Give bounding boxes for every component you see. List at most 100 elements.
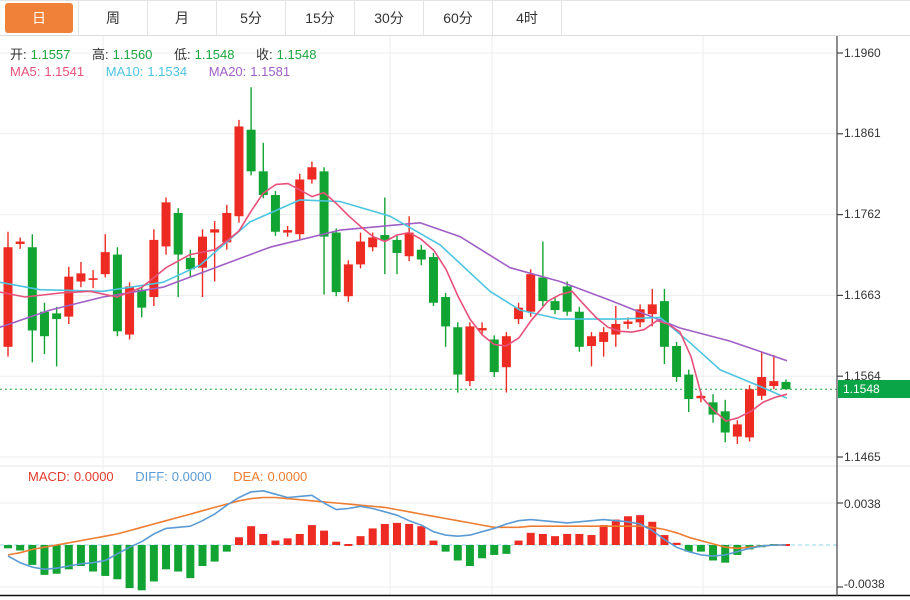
candle [392, 235, 402, 275]
tab-4hour[interactable]: 4时 [493, 1, 562, 35]
tab-month[interactable]: 月 [148, 1, 217, 35]
macd-bar [453, 545, 462, 561]
macd-bar [502, 545, 511, 554]
candle [635, 304, 645, 328]
candle [647, 288, 657, 327]
last-price-badge: 1.1548 [838, 380, 910, 398]
axis-tick-marks [837, 52, 843, 588]
price-tick-3: 1.1762 [844, 207, 881, 221]
candle [15, 237, 25, 249]
macd-bar [28, 545, 37, 565]
open-label: 开: [10, 47, 27, 62]
candle [550, 297, 560, 315]
diff-line [7, 489, 786, 571]
candle [538, 241, 548, 307]
macd-bar [332, 541, 341, 545]
candle [769, 354, 779, 390]
candle [465, 322, 475, 386]
macd-bar [417, 526, 426, 545]
tabbar-filler [562, 1, 910, 35]
candle [52, 306, 62, 367]
candle [562, 281, 572, 316]
macd-bar [623, 516, 632, 545]
macd-bar [465, 545, 474, 566]
low-label: 低: [174, 47, 191, 62]
candle [258, 142, 268, 199]
candle [745, 385, 755, 442]
macd-bar [16, 545, 25, 551]
candle [684, 369, 694, 413]
candles-layer [3, 87, 791, 444]
candle [380, 197, 390, 275]
macd-bar [52, 545, 61, 574]
macd-bar [599, 525, 608, 545]
candle [283, 226, 293, 237]
candle [477, 322, 487, 336]
macd-bar [4, 545, 12, 549]
candle [64, 266, 74, 324]
candle [88, 270, 98, 289]
macd-bar [283, 538, 292, 545]
price-tick-4: 1.1663 [844, 288, 881, 302]
macd-bar [441, 545, 450, 552]
candle [343, 260, 353, 302]
macd-bar [405, 524, 414, 545]
tab-15min[interactable]: 15分 [286, 1, 355, 35]
period-tabbar: 日周月 5分 15分 30分 60分 4时 [0, 0, 910, 36]
macd-tick-neg: -0.0038 [844, 577, 885, 591]
macd-bar [636, 515, 645, 545]
macd-bar [684, 545, 693, 552]
candle [234, 119, 244, 223]
tab-60min[interactable]: 60分 [424, 1, 493, 35]
dea-line [7, 496, 786, 556]
macd-bar [538, 533, 547, 545]
close-value: 1.1548 [276, 47, 317, 62]
candle [428, 252, 438, 307]
open-value: 1.1557 [30, 47, 71, 62]
macd-bar [709, 545, 718, 561]
macd-legend: MACD: 0.0000 DIFF: 0.0000 DEA: 0.0000 [28, 469, 325, 484]
macd-bar [356, 536, 365, 545]
macd-bar [40, 545, 49, 575]
ma10-line [0, 199, 788, 399]
macd-bar [259, 533, 268, 545]
tab-30min[interactable]: 30分 [355, 1, 424, 35]
candle [659, 288, 669, 364]
macd-bar [478, 545, 487, 559]
candle [246, 87, 256, 176]
ma20-value: 1.1581 [250, 64, 291, 79]
candle [112, 247, 122, 337]
ma5-label: MA5: [10, 64, 41, 79]
tab-day-active-button[interactable]: 日 [5, 3, 73, 33]
macd-bar [611, 519, 620, 545]
candle [732, 420, 742, 444]
close-label: 收: [256, 47, 273, 62]
macd-bar [514, 540, 523, 545]
macd-bar [89, 545, 98, 572]
candle [416, 244, 426, 266]
candle [574, 306, 584, 352]
macd-label: MACD: [28, 469, 70, 484]
ma10-value: 1.1534 [147, 64, 188, 79]
ma5-value: 1.1541 [44, 64, 85, 79]
macd-bar [64, 545, 73, 570]
macd-bar [344, 544, 353, 546]
macd-bar [149, 545, 158, 582]
macd-bar [526, 532, 535, 545]
candle [441, 292, 451, 347]
macd-bar [210, 545, 219, 562]
candle [161, 197, 171, 255]
price-tick-2: 1.1861 [844, 126, 881, 140]
macd-bar [587, 535, 596, 545]
diff-label: DIFF: [135, 469, 168, 484]
tab-5min[interactable]: 5分 [217, 1, 286, 35]
candle [210, 221, 220, 282]
macd-bar [490, 545, 499, 555]
tab-week[interactable]: 周 [79, 1, 148, 35]
macd-bar [429, 540, 438, 545]
ma10-label: MA10: [105, 64, 144, 79]
candle [453, 322, 463, 393]
ma5-line [0, 182, 788, 422]
macd-tick-pos: 0.0038 [844, 497, 881, 511]
tab-day[interactable]: 日 [0, 1, 79, 35]
